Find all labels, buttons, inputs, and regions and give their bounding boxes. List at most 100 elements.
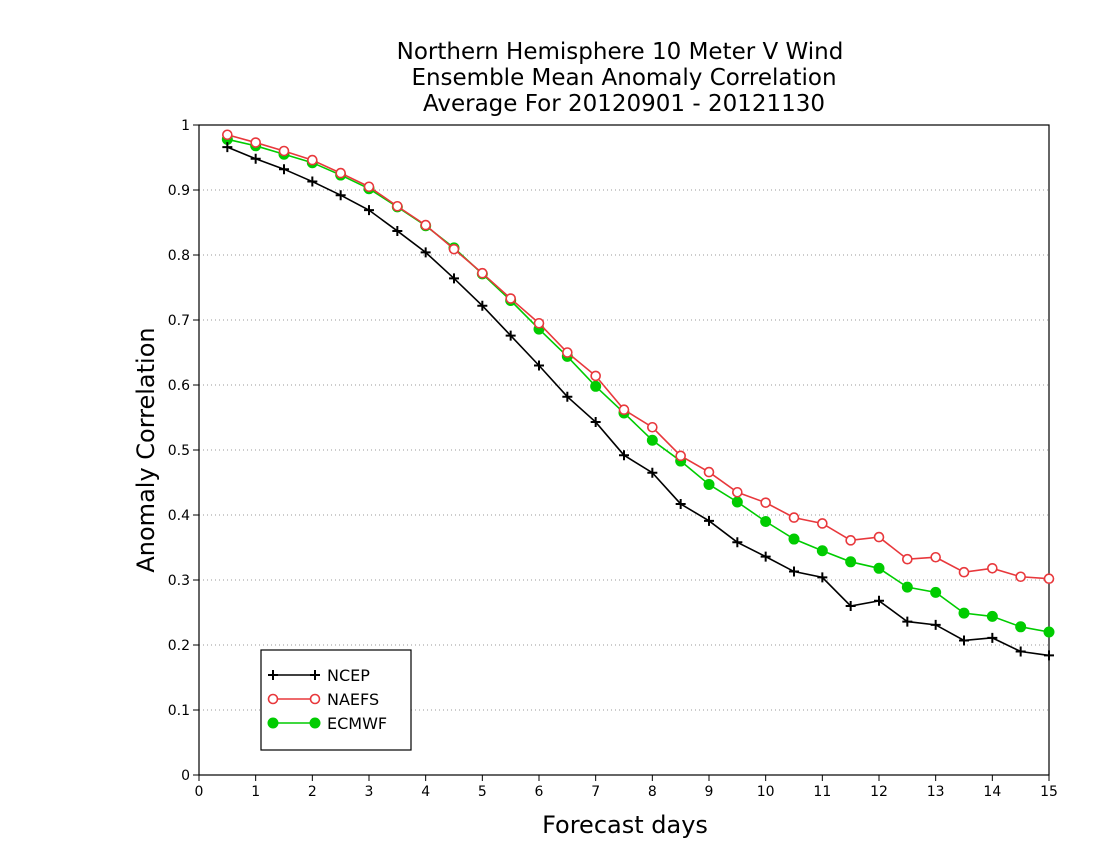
- naefs-point: [1043, 573, 1055, 585]
- ncep-point: [789, 566, 799, 577]
- x-tick-label: 6: [535, 784, 544, 800]
- series-lines: [221, 129, 1055, 661]
- naefs-point: [930, 551, 941, 563]
- ncep-point: [449, 273, 459, 284]
- ncep-point: [987, 632, 998, 643]
- legend-marker: [267, 717, 279, 729]
- ecmwf-point: [1043, 626, 1055, 638]
- naefs-point: [902, 553, 913, 565]
- y-tick-label: 0.9: [168, 183, 190, 199]
- legend-box: [260, 649, 412, 751]
- naefs-point: [703, 466, 715, 478]
- ecmwf-point: [930, 586, 942, 598]
- naefs-point: [760, 497, 771, 508]
- naefs-point: [335, 167, 346, 179]
- ecmwf-point: [760, 516, 772, 527]
- x-tick-label: 13: [927, 784, 945, 800]
- legend-item-ncep: NCEP: [268, 666, 370, 685]
- ncep-point: [675, 498, 686, 509]
- ncep-point: [562, 391, 573, 402]
- naefs-point: [307, 154, 318, 166]
- ncep-point: [477, 300, 488, 311]
- naefs-point: [675, 450, 686, 462]
- legend-label-ecmwf: ECMWF: [327, 714, 387, 733]
- ncep-point: [647, 467, 658, 478]
- ncep-point: [1044, 650, 1054, 661]
- ecmwf-point: [590, 380, 602, 392]
- legend-marker: [309, 693, 321, 705]
- y-tick-label: 0.6: [168, 378, 190, 394]
- ncep-point: [279, 164, 289, 175]
- ncep-point: [335, 190, 346, 201]
- ncep-point: [590, 417, 601, 428]
- x-tick-label: 5: [478, 784, 487, 800]
- ecmwf-point: [958, 607, 970, 619]
- chart-title-line-3: Average For 20120901 - 20121130: [423, 91, 825, 117]
- ncep-point: [959, 635, 969, 646]
- ecmwf-point: [703, 478, 715, 490]
- ncep-point: [732, 537, 743, 548]
- ncep-line: [227, 146, 1050, 657]
- x-tick-label: 14: [983, 784, 1001, 800]
- ncep-point: [817, 572, 828, 583]
- ncep-point: [874, 595, 884, 606]
- naefs-point: [250, 137, 261, 148]
- legend-label-ncep: NCEP: [327, 666, 370, 685]
- naefs-point: [1015, 571, 1026, 583]
- x-tick-label: 2: [308, 784, 317, 800]
- naefs-point: [647, 421, 658, 433]
- legend-marker: [310, 670, 320, 680]
- y-tick-label: 0.5: [168, 443, 190, 459]
- ncep-series: [222, 142, 1054, 661]
- ecmwf-point: [986, 610, 998, 622]
- x-axis-label: Forecast days: [542, 811, 708, 839]
- x-tick-label: 0: [195, 784, 204, 800]
- y-tick-label: 0.1: [168, 703, 190, 719]
- naefs-point: [392, 200, 403, 212]
- chart-title-line-1: Northern Hemisphere 10 Meter V Wind: [397, 39, 844, 65]
- ncep-point: [420, 247, 431, 258]
- legend-label-naefs: NAEFS: [327, 690, 379, 709]
- naefs-line: [227, 133, 1050, 580]
- legend: NCEP NAEFS ECMWF: [260, 649, 412, 751]
- naefs-point: [987, 562, 998, 574]
- ncep-point: [619, 450, 629, 461]
- naefs-point: [448, 243, 460, 255]
- y-tick-label: 0.2: [168, 638, 190, 654]
- ecmwf-point: [845, 556, 857, 568]
- x-tick-label: 7: [591, 784, 600, 800]
- naefs-point: [363, 181, 375, 193]
- legend-item-ecmwf: ECMWF: [267, 714, 387, 733]
- grid-lines: [199, 124, 1049, 776]
- ncep-point: [760, 551, 771, 562]
- naefs-point: [958, 566, 970, 578]
- legend-marker: [267, 693, 279, 705]
- x-tick-label: 10: [757, 784, 775, 800]
- ecmwf-point: [731, 496, 743, 508]
- ncep-point: [250, 153, 261, 164]
- x-tick-label: 9: [705, 784, 714, 800]
- x-tick-label: 12: [870, 784, 888, 800]
- naefs-point: [788, 512, 800, 523]
- ecmwf-series: [221, 133, 1055, 638]
- naefs-point: [590, 370, 601, 382]
- ecmwf-point: [788, 533, 800, 545]
- naefs-point: [420, 219, 431, 231]
- ncep-point: [364, 205, 374, 216]
- x-tick-label: 11: [813, 784, 831, 800]
- ecmwf-point: [1015, 621, 1027, 633]
- naefs-point: [505, 293, 516, 304]
- x-tick-label: 4: [421, 784, 430, 800]
- y-tick-label: 0: [181, 768, 190, 784]
- naefs-point: [845, 535, 856, 546]
- ncep-point: [1015, 646, 1026, 657]
- naefs-point: [278, 145, 290, 157]
- naefs-point: [873, 531, 885, 543]
- ncep-point: [222, 142, 233, 153]
- ncep-point: [534, 360, 544, 371]
- naefs-point: [817, 518, 828, 529]
- x-tick-label: 3: [365, 784, 374, 800]
- naefs-point: [618, 404, 630, 416]
- naefs-point: [477, 267, 488, 279]
